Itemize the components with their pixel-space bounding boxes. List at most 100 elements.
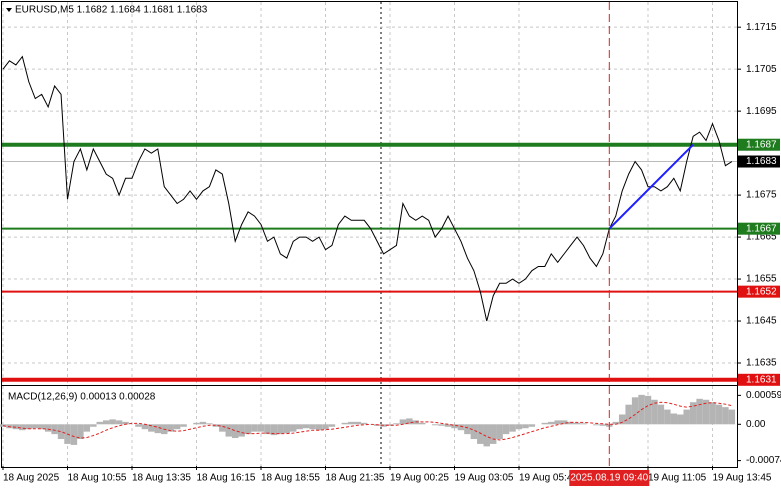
macd-bar — [644, 395, 652, 425]
macd-bar — [477, 424, 484, 444]
macd-bar — [709, 402, 716, 425]
x-tick-label: 19 Aug 03:05 — [455, 473, 514, 484]
macd-bar — [238, 424, 245, 437]
macd-bar — [599, 424, 607, 426]
macd-bar — [328, 424, 336, 427]
macd-bar — [38, 424, 45, 430]
level-label: 1.1631 — [746, 374, 777, 385]
menu-arrow — [6, 8, 12, 12]
macd-bar — [580, 423, 587, 425]
y-tick-label: 1.1655 — [746, 274, 777, 285]
macd-bar — [528, 424, 536, 427]
macd-bar — [83, 424, 91, 432]
macd-bar — [464, 424, 471, 435]
macd-bar — [348, 421, 355, 425]
y-tick-label: 1.1695 — [746, 106, 777, 117]
macd-bar — [360, 422, 368, 425]
y-tick-label: 1.1705 — [746, 64, 777, 75]
plot-frame — [1, 1, 738, 468]
x-tick-label: 18 Aug 18:55 — [261, 473, 320, 484]
macd-bar — [135, 424, 142, 427]
macd-bar — [677, 414, 684, 425]
macd-bar — [212, 424, 220, 427]
macd-bar — [631, 397, 639, 425]
level-label-bg — [738, 285, 780, 298]
macd-title: MACD(12,26,9) 0.00013 0.00028 — [8, 392, 156, 403]
y-tick-label: 1.1635 — [746, 358, 777, 369]
y-tick-label: 1.1665 — [746, 232, 777, 243]
macd-bar — [483, 424, 490, 447]
macd-bar — [264, 424, 271, 435]
x-tick-label: 18 Aug 16:15 — [197, 473, 256, 484]
macd-bar — [283, 424, 291, 434]
macd-bar — [57, 424, 65, 440]
macd-bar — [715, 404, 723, 425]
macd-bar — [489, 424, 497, 444]
macd-bar — [728, 409, 736, 425]
macd-bar — [309, 424, 316, 430]
macd-bar — [618, 414, 626, 425]
macd-bar — [625, 404, 632, 425]
marker-label: 2025.08.19 09:40 — [570, 473, 648, 484]
macd-bar — [657, 404, 665, 425]
x-tick-label: 18 Aug 13:35 — [132, 473, 191, 484]
macd-bar — [96, 421, 103, 425]
macd-bar — [444, 424, 452, 427]
macd-bar — [109, 419, 116, 425]
x-tick-label: 19 Aug 05:45 — [519, 473, 578, 484]
macd-bar — [122, 421, 129, 425]
macd-bar — [315, 424, 323, 431]
macd-bar — [296, 424, 303, 430]
macd-bar — [419, 422, 426, 425]
macd-bar — [225, 424, 232, 437]
macd-bar — [573, 422, 581, 425]
level-label: 1.1687 — [746, 139, 777, 150]
macd-bar — [399, 419, 407, 425]
macd-bar — [522, 424, 529, 429]
macd-bar — [173, 424, 181, 430]
macd-bar — [290, 424, 297, 432]
macd-bar — [386, 424, 394, 426]
macd-bar — [406, 418, 413, 425]
macd-bar — [180, 424, 187, 427]
macd-bar — [393, 423, 400, 425]
macd-bar — [515, 424, 523, 430]
macd-bar — [502, 424, 510, 435]
macd-bar — [25, 424, 33, 430]
macd-bar — [689, 402, 697, 425]
level-label: 1.1667 — [746, 223, 777, 234]
chart-title: EURUSD,M5 1.1682 1.1684 1.1681 1.1683 — [15, 5, 208, 16]
x-tick-label: 18 Aug 21:35 — [326, 473, 385, 484]
macd-bar — [696, 398, 703, 425]
macd-bar — [496, 424, 503, 440]
layer — [0, 2, 737, 466]
macd-bar — [431, 424, 439, 426]
x-tick-label: 19 Aug 13:45 — [713, 473, 772, 484]
macd-bar — [457, 424, 465, 431]
macd-bar — [322, 424, 329, 430]
macd-bar — [270, 424, 278, 436]
macd-bar — [199, 421, 207, 425]
y-tick-label: 0.00059 — [746, 390, 781, 401]
macd-bar — [560, 420, 568, 425]
macd-bar — [341, 422, 349, 425]
macd-bar — [44, 424, 52, 432]
macd-bar — [277, 424, 284, 435]
x-tick-label: 19 Aug 00:25 — [390, 473, 449, 484]
marker-label-bg — [569, 470, 650, 486]
macd-bar — [70, 424, 78, 445]
macd-bar — [702, 399, 710, 425]
y-tick-label: 1.1675 — [746, 190, 777, 201]
level-label: 1.1652 — [746, 286, 777, 297]
macd-bar — [541, 422, 549, 425]
macd-bar — [438, 424, 445, 426]
macd-bar — [219, 424, 226, 432]
macd-signal-line — [2, 401, 732, 441]
macd-bar — [651, 399, 658, 425]
macd-bar — [231, 424, 239, 439]
macd-bar — [593, 424, 600, 426]
macd-bar — [683, 409, 690, 425]
macd-bar — [90, 424, 97, 427]
trend-line — [608, 144, 694, 230]
macd-bar — [670, 413, 678, 425]
